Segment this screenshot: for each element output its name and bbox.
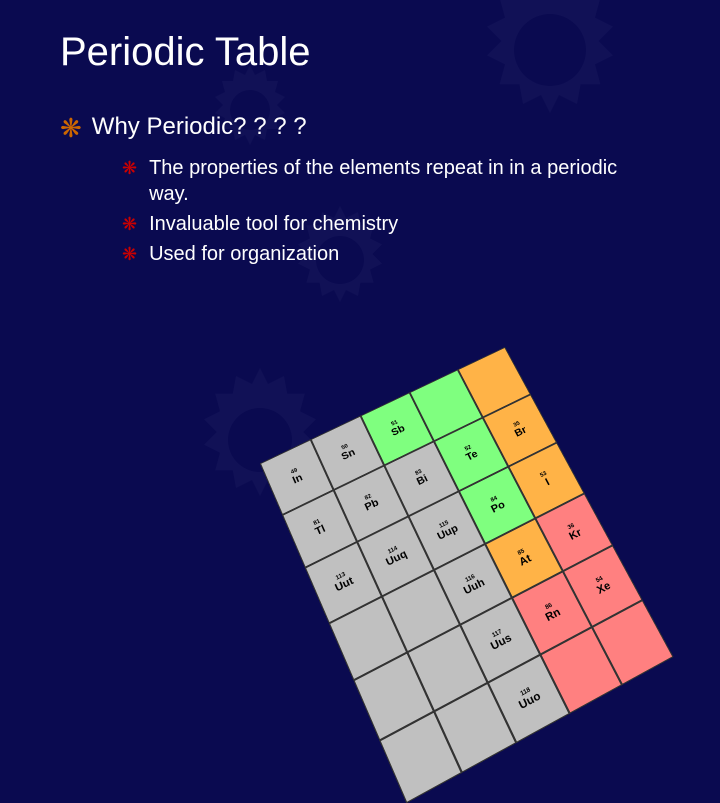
bullet-l2-icon: ❋ bbox=[122, 245, 137, 263]
bullet-level2-item: ❋ Used for organization bbox=[122, 241, 642, 267]
bullet-level2-list: ❋ The properties of the elements repeat … bbox=[122, 155, 642, 267]
bullet-l2-icon: ❋ bbox=[122, 215, 137, 233]
bullet-l2-text: Invaluable tool for chemistry bbox=[149, 211, 398, 237]
bullet-level2-item: ❋ Invaluable tool for chemistry bbox=[122, 211, 642, 237]
bullet-l2-text: Used for organization bbox=[149, 241, 339, 267]
slide-content: Periodic Table ❋ Why Periodic? ? ? ? ❋ T… bbox=[0, 0, 720, 301]
bullet-l2-icon: ❋ bbox=[122, 159, 137, 177]
bullet-l1-icon: ❋ bbox=[60, 115, 82, 141]
bullet-level2-item: ❋ The properties of the elements repeat … bbox=[122, 155, 642, 207]
slide-title: Periodic Table bbox=[60, 30, 680, 75]
bullet-level1: ❋ Why Periodic? ? ? ? bbox=[60, 113, 680, 141]
bullet-l2-text: The properties of the elements repeat in… bbox=[149, 155, 642, 207]
bullet-l1-text: Why Periodic? ? ? ? bbox=[92, 113, 307, 141]
periodic-table-image: 49In50Sn51Sb81Tl82Pb83Bi52Te35Br113Uut11… bbox=[260, 347, 610, 675]
